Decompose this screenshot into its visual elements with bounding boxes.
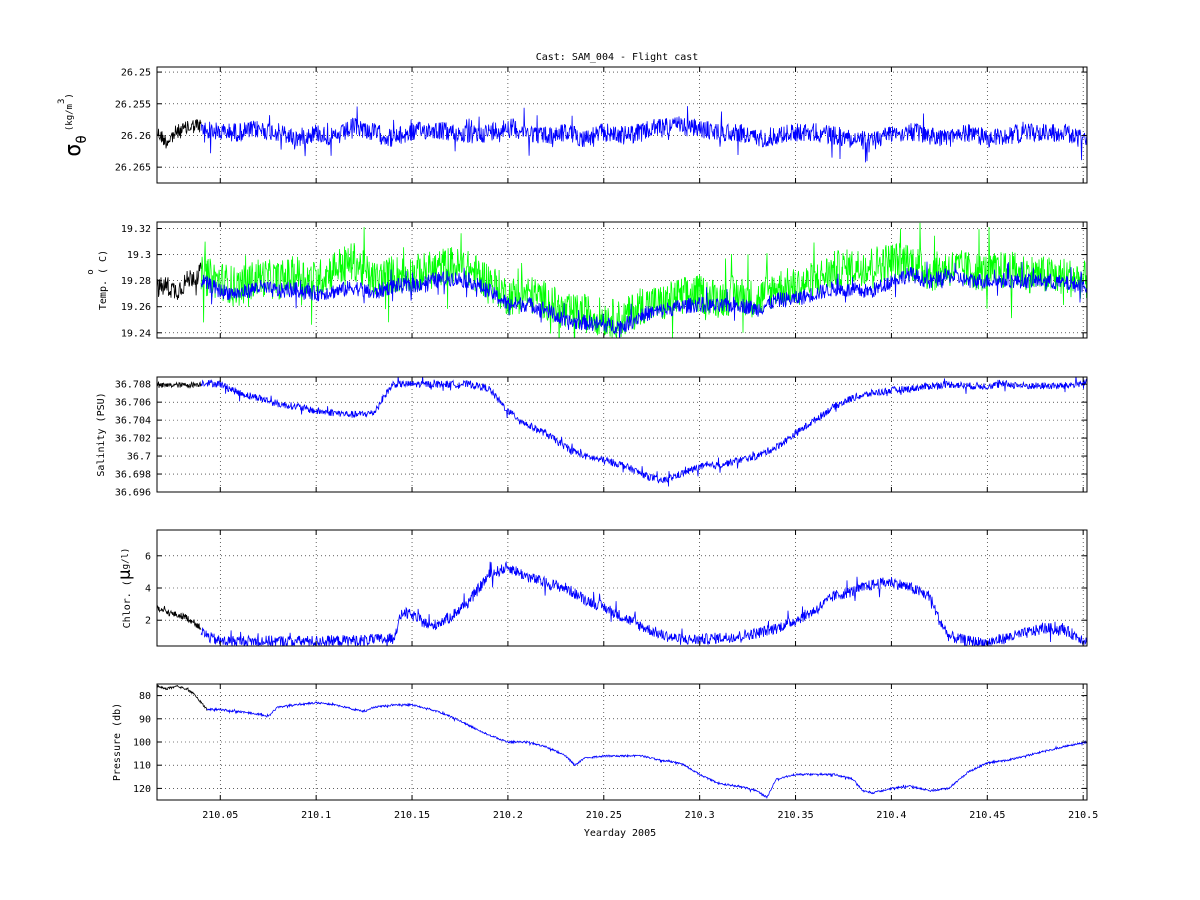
- x-tick-label: 210.3: [685, 810, 715, 821]
- y-tick-label: 26.255: [115, 99, 151, 110]
- grid-chlorophyll: [157, 530, 1087, 646]
- panel-pressure: 80 90 100 110 120 210.05 210.1 210.15 210.2 210.2…: [112, 683, 1098, 821]
- y-axis-label-units-close: ): [65, 93, 75, 98]
- y-axis-label: Pressure (db): [112, 703, 123, 781]
- series-line-pressure-1: [206, 701, 1087, 800]
- series-line-temperature-2: [200, 261, 1087, 338]
- y-tick-label: 2: [145, 616, 151, 627]
- y-axis-label-units-sup: 3: [57, 99, 67, 104]
- x-tick-label: 210.35: [777, 810, 813, 821]
- y-tick-label: 19.24: [121, 328, 151, 339]
- x-tick-label: 210.5: [1068, 810, 1098, 821]
- y-axis-label: Temp. ( C): [98, 250, 109, 310]
- y-tick-label: 36.706: [115, 398, 151, 409]
- grid-pressure: [157, 684, 1087, 800]
- y-axis-label-mu: μ: [114, 569, 135, 580]
- axes-frame-salinity: [156, 376, 1088, 493]
- series-group-salinity: [157, 377, 1087, 487]
- y-tick-label: 19.26: [121, 302, 151, 313]
- y-tick-label: 36.702: [115, 434, 151, 445]
- y-axis-label-units: g/l): [121, 548, 131, 570]
- x-tick-label: 210.05: [202, 810, 238, 821]
- chart-panels: 26.2526.25526.2626.265σθ(kg/m3)19.2419.2…: [57, 66, 1098, 821]
- x-tick-label: 210.25: [586, 810, 622, 821]
- y-tick-label: 19.32: [121, 224, 151, 235]
- series-line-sigma-theta-0: [157, 119, 202, 149]
- y-axis-label: σθ (kg/m3): [57, 93, 90, 157]
- series-group-sigma-theta: [157, 106, 1087, 163]
- series-line-salinity-1: [200, 377, 1087, 487]
- grid-salinity: [157, 377, 1087, 493]
- y-tick-label: 19.3: [127, 250, 151, 261]
- axes-frame-temperature: [156, 221, 1088, 339]
- ticks-chlorophyll: [157, 530, 1087, 646]
- series-group-pressure: [157, 684, 1087, 800]
- ticks-temperature: [157, 222, 1087, 338]
- y-axis-label: Chlor. (μg/l): [114, 548, 135, 629]
- y-tick-label: 120: [133, 784, 151, 795]
- series-line-chlorophyll-0: [157, 604, 202, 630]
- series-line-chlorophyll-1: [200, 560, 1087, 646]
- y-tick-label: 4: [145, 584, 151, 595]
- y-axis-label: Salinity (PSU): [96, 392, 107, 476]
- y-tick-label: 26.25: [121, 68, 151, 79]
- y-tick-label: 36.698: [115, 470, 151, 481]
- y-axis-label-text: Chlor. (: [122, 580, 133, 628]
- y-tick-label: 36.696: [115, 488, 151, 499]
- axes-frame-sigma-theta: [156, 66, 1088, 184]
- panel-sigma-theta: 26.25 26.255 26.26 26.265 σθ (kg/m3): [57, 66, 1088, 184]
- y-tick-label: 36.7: [127, 452, 151, 463]
- x-tick-label: 210.45: [969, 810, 1005, 821]
- y-tick-label: 6: [145, 551, 151, 562]
- y-tick-label: 19.28: [121, 276, 151, 287]
- series-group-temperature: [157, 222, 1087, 338]
- series-line-pressure-0: [157, 684, 208, 711]
- x-axis-label: Yearday 2005: [584, 828, 656, 839]
- y-axis-label-units: (kg/m: [65, 104, 75, 131]
- y-axis-label-symbol: σ: [61, 144, 86, 157]
- x-tick-label: 210.1: [301, 810, 331, 821]
- y-tick-label: 110: [133, 761, 151, 772]
- series-line-temperature-1: [200, 222, 1087, 338]
- y-tick-label: 90: [139, 714, 151, 725]
- x-tick-label: 210.2: [493, 810, 523, 821]
- series-group-chlorophyll: [157, 560, 1087, 646]
- x-tick-label: 210.15: [394, 810, 430, 821]
- chart-title: Cast: SAM_004 - Flight cast: [536, 52, 699, 63]
- panel-temperature: 19.24 19.26 19.28 19.3 19.32 Temp. ( C)o: [86, 221, 1088, 339]
- ticks-salinity: [157, 377, 1087, 493]
- y-tick-label: 36.704: [115, 416, 151, 427]
- panel-salinity: 36.696 36.698 36.7 36.702 36.704 36.706 36.708…: [96, 376, 1088, 499]
- series-line-temperature-0: [157, 262, 202, 300]
- grid-sigma-theta: [157, 67, 1087, 183]
- y-axis-label-degree: o: [86, 269, 96, 274]
- series-line-sigma-theta-1: [200, 106, 1087, 163]
- ticks-pressure: [157, 684, 1087, 800]
- y-tick-label: 26.26: [121, 131, 151, 142]
- x-tick-label: 210.4: [876, 810, 906, 821]
- panel-chlorophyll: 2 4 6 Chlor. (μg/l): [114, 529, 1088, 647]
- y-tick-label: 100: [133, 738, 151, 749]
- y-tick-label: 36.708: [115, 380, 151, 391]
- series-line-salinity-0: [157, 381, 202, 389]
- y-tick-label: 26.265: [115, 163, 151, 174]
- y-axis-label-subscript: θ: [74, 135, 90, 143]
- ticks-sigma-theta: [157, 67, 1087, 183]
- y-tick-label: 80: [139, 691, 151, 702]
